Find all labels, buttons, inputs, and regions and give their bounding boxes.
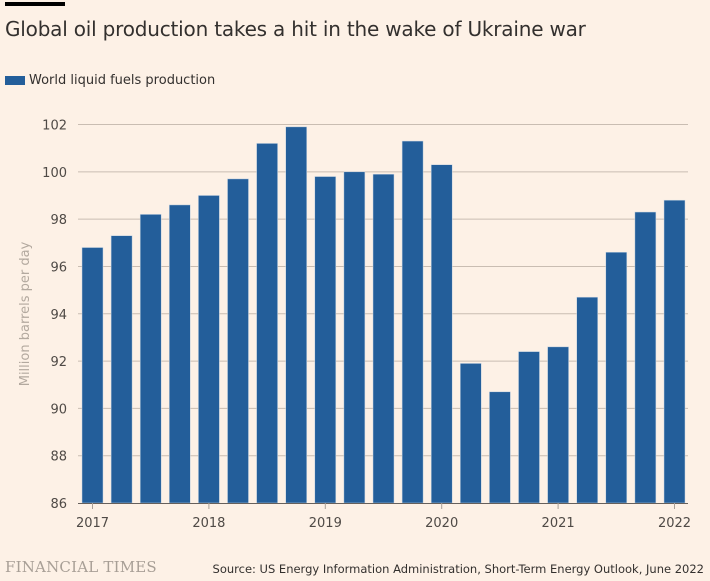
source-note: Source: US Energy Information Administra… bbox=[212, 562, 704, 576]
x-tick-label: 2018 bbox=[192, 516, 225, 531]
bar bbox=[343, 171, 366, 504]
legend: World liquid fuels production bbox=[5, 73, 215, 88]
y-axis-ticks: 86 88 90 92 94 96 98 100 102 bbox=[42, 119, 67, 513]
bar bbox=[139, 214, 162, 504]
bar bbox=[547, 346, 569, 504]
bar bbox=[256, 143, 278, 504]
top-rule bbox=[5, 2, 65, 6]
ft-logo: FINANCIAL TIMES bbox=[5, 558, 157, 576]
bar bbox=[430, 164, 453, 504]
y-tick-label: 98 bbox=[50, 213, 67, 228]
bar bbox=[227, 178, 249, 504]
x-tick-label: 2021 bbox=[542, 516, 575, 531]
x-tick-label: 2017 bbox=[76, 516, 109, 531]
bar bbox=[489, 391, 511, 504]
bar bbox=[518, 351, 540, 504]
y-tick-label: 102 bbox=[42, 119, 67, 134]
bars bbox=[81, 126, 686, 504]
x-tick-label: 2020 bbox=[425, 516, 458, 531]
x-axis: 2017 2018 2019 2020 2021 2022 bbox=[76, 503, 691, 531]
bar bbox=[576, 296, 598, 504]
y-axis-label: Million barrels per day bbox=[18, 241, 33, 386]
y-tick-label: 94 bbox=[50, 308, 67, 323]
bar bbox=[169, 204, 191, 504]
y-tick-label: 96 bbox=[50, 260, 67, 275]
bar bbox=[285, 126, 307, 504]
bar bbox=[198, 195, 220, 504]
bar bbox=[401, 140, 424, 504]
legend-swatch bbox=[5, 76, 25, 85]
legend-label: World liquid fuels production bbox=[29, 73, 216, 88]
bar bbox=[314, 176, 337, 504]
bar bbox=[372, 173, 395, 504]
x-tick-label: 2019 bbox=[309, 516, 342, 531]
y-tick-label: 90 bbox=[50, 402, 67, 417]
bar bbox=[110, 235, 133, 504]
y-tick-label: 92 bbox=[50, 355, 67, 370]
bar bbox=[81, 247, 104, 504]
bar bbox=[605, 251, 628, 504]
y-tick-label: 86 bbox=[50, 497, 67, 512]
bar bbox=[634, 211, 657, 504]
bar bbox=[663, 199, 686, 504]
y-tick-label: 100 bbox=[42, 166, 67, 181]
x-tick-label: 2022 bbox=[658, 516, 691, 531]
chart-title: Global oil production takes a hit in the… bbox=[5, 17, 586, 41]
y-tick-label: 88 bbox=[50, 450, 67, 465]
bar bbox=[460, 363, 482, 504]
